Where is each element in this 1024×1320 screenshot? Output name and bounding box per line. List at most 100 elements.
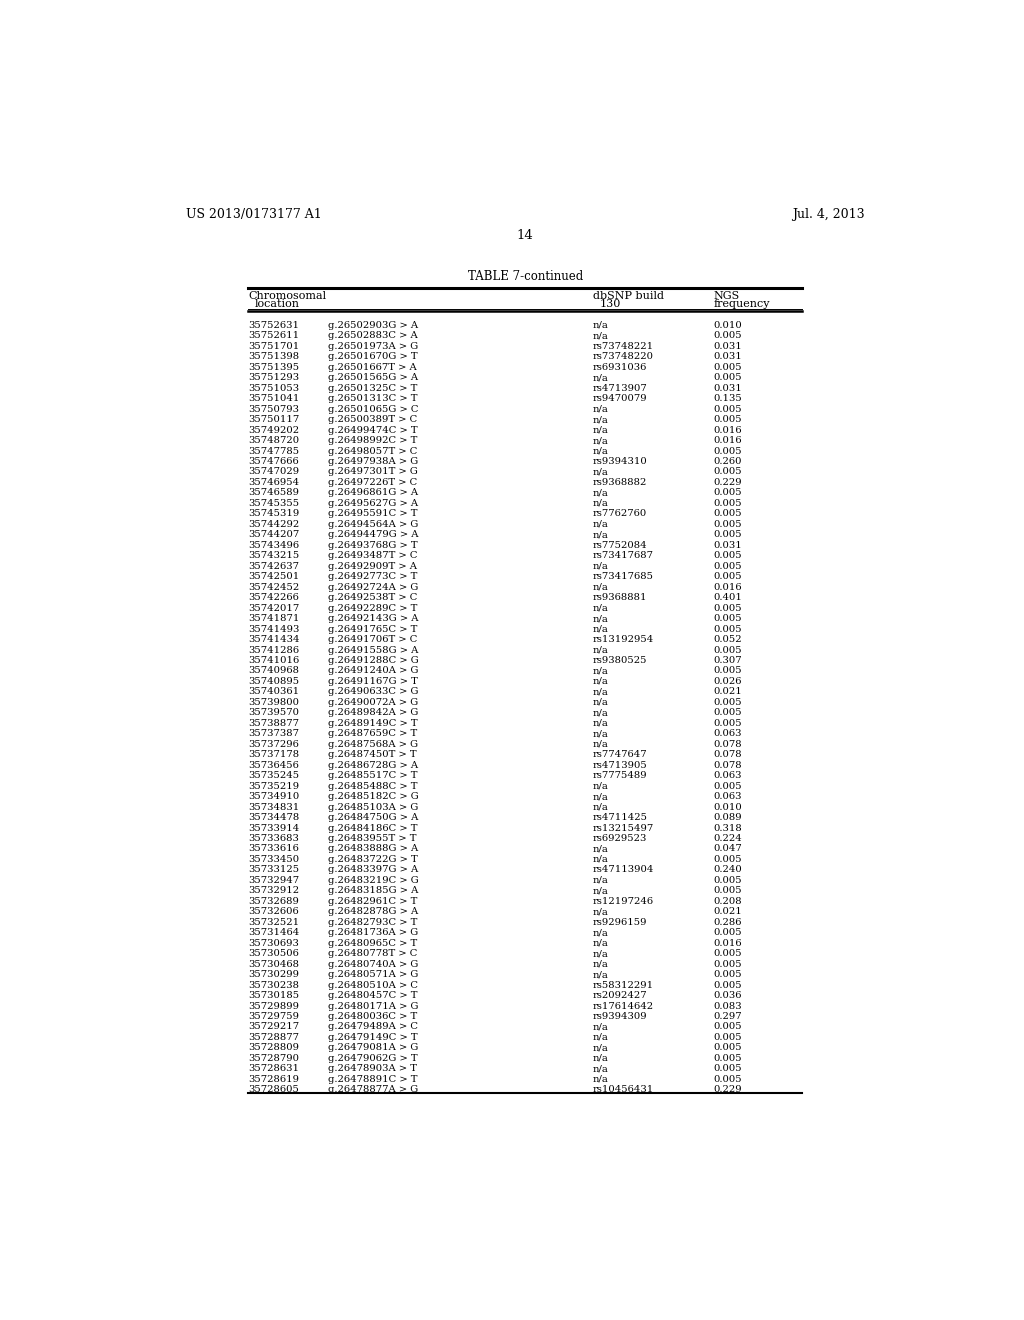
Text: 0.021: 0.021: [713, 688, 741, 697]
Text: 35750117: 35750117: [248, 414, 299, 424]
Text: 35733683: 35733683: [248, 834, 299, 843]
Text: n/a: n/a: [593, 488, 609, 498]
Text: 35745319: 35745319: [248, 510, 299, 519]
Text: g.26491240A > G: g.26491240A > G: [328, 667, 419, 676]
Text: 0.005: 0.005: [713, 1023, 741, 1031]
Text: 35733450: 35733450: [248, 855, 299, 865]
Text: g.26480778T > C: g.26480778T > C: [328, 949, 418, 958]
Text: rs7762760: rs7762760: [593, 510, 647, 519]
Text: n/a: n/a: [593, 907, 609, 916]
Text: g.26479489A > C: g.26479489A > C: [328, 1023, 418, 1031]
Text: 0.005: 0.005: [713, 781, 741, 791]
Text: 0.005: 0.005: [713, 624, 741, 634]
Text: n/a: n/a: [593, 321, 609, 330]
Text: g.26485182C > G: g.26485182C > G: [328, 792, 419, 801]
Text: location: location: [254, 300, 299, 309]
Text: 0.005: 0.005: [713, 876, 741, 884]
Text: 35730299: 35730299: [248, 970, 299, 979]
Text: n/a: n/a: [593, 582, 609, 591]
Text: frequency: frequency: [713, 300, 770, 309]
Text: rs7752084: rs7752084: [593, 541, 647, 550]
Text: g.26502903G > A: g.26502903G > A: [328, 321, 418, 330]
Text: 14: 14: [516, 230, 534, 243]
Text: 0.318: 0.318: [713, 824, 741, 833]
Text: 0.005: 0.005: [713, 614, 741, 623]
Text: g.26480965C > T: g.26480965C > T: [328, 939, 417, 948]
Text: g.26480457C > T: g.26480457C > T: [328, 991, 418, 1001]
Text: g.26495591C > T: g.26495591C > T: [328, 510, 418, 519]
Text: 0.031: 0.031: [713, 384, 741, 393]
Text: n/a: n/a: [593, 677, 609, 686]
Text: rs9394310: rs9394310: [593, 457, 648, 466]
Text: 0.005: 0.005: [713, 709, 741, 717]
Text: n/a: n/a: [593, 614, 609, 623]
Text: 35751398: 35751398: [248, 352, 299, 362]
Text: 0.286: 0.286: [713, 917, 741, 927]
Text: 0.031: 0.031: [713, 342, 741, 351]
Text: n/a: n/a: [593, 531, 609, 540]
Text: 35748720: 35748720: [248, 436, 299, 445]
Text: 35730468: 35730468: [248, 960, 299, 969]
Text: g.26479149C > T: g.26479149C > T: [328, 1034, 418, 1041]
Text: 35751041: 35751041: [248, 395, 299, 403]
Text: 0.005: 0.005: [713, 928, 741, 937]
Text: n/a: n/a: [593, 562, 609, 570]
Text: n/a: n/a: [593, 446, 609, 455]
Text: rs9394309: rs9394309: [593, 1012, 647, 1022]
Text: g.26492773C > T: g.26492773C > T: [328, 572, 418, 581]
Text: 35732912: 35732912: [248, 886, 299, 895]
Text: 35744207: 35744207: [248, 531, 299, 540]
Text: 0.016: 0.016: [713, 425, 741, 434]
Text: 35734831: 35734831: [248, 803, 299, 812]
Text: 0.005: 0.005: [713, 499, 741, 508]
Text: g.26482793C > T: g.26482793C > T: [328, 917, 418, 927]
Text: g.26492538T > C: g.26492538T > C: [328, 593, 418, 602]
Text: 0.005: 0.005: [713, 698, 741, 708]
Text: 0.063: 0.063: [713, 729, 741, 738]
Text: US 2013/0173177 A1: US 2013/0173177 A1: [186, 209, 322, 222]
Text: 35740895: 35740895: [248, 677, 299, 686]
Text: 0.005: 0.005: [713, 1053, 741, 1063]
Text: 0.005: 0.005: [713, 331, 741, 341]
Text: 35752611: 35752611: [248, 331, 299, 341]
Text: rs9380525: rs9380525: [593, 656, 647, 665]
Text: rs7775489: rs7775489: [593, 771, 647, 780]
Text: 130: 130: [599, 300, 621, 309]
Text: n/a: n/a: [593, 645, 609, 655]
Text: 0.005: 0.005: [713, 552, 741, 560]
Text: n/a: n/a: [593, 467, 609, 477]
Text: 35739800: 35739800: [248, 698, 299, 708]
Text: 35728605: 35728605: [248, 1085, 299, 1094]
Text: 0.063: 0.063: [713, 771, 741, 780]
Text: g.26483722G > T: g.26483722G > T: [328, 855, 418, 865]
Text: n/a: n/a: [593, 1043, 609, 1052]
Text: 0.005: 0.005: [713, 414, 741, 424]
Text: 35728619: 35728619: [248, 1074, 299, 1084]
Text: 35740968: 35740968: [248, 667, 299, 676]
Text: g.26478903A > T: g.26478903A > T: [328, 1064, 417, 1073]
Text: 35738877: 35738877: [248, 719, 299, 727]
Text: 0.005: 0.005: [713, 520, 741, 529]
Text: g.26485103A > G: g.26485103A > G: [328, 803, 419, 812]
Text: n/a: n/a: [593, 1074, 609, 1084]
Text: rs13215497: rs13215497: [593, 824, 654, 833]
Text: g.26480510A > C: g.26480510A > C: [328, 981, 418, 990]
Text: g.26497938A > G: g.26497938A > G: [328, 457, 418, 466]
Text: 35742017: 35742017: [248, 603, 299, 612]
Text: g.26494479G > A: g.26494479G > A: [328, 531, 419, 540]
Text: g.26483219C > G: g.26483219C > G: [328, 876, 419, 884]
Text: g.26489842A > G: g.26489842A > G: [328, 709, 419, 717]
Text: g.26498992C > T: g.26498992C > T: [328, 436, 418, 445]
Text: dbSNP build: dbSNP build: [593, 290, 664, 301]
Text: g.26497301T > G: g.26497301T > G: [328, 467, 418, 477]
Text: 0.083: 0.083: [713, 1002, 741, 1011]
Text: 0.005: 0.005: [713, 1034, 741, 1041]
Text: g.26483888G > A: g.26483888G > A: [328, 845, 418, 854]
Text: 0.005: 0.005: [713, 603, 741, 612]
Text: 35747029: 35747029: [248, 467, 299, 477]
Text: 0.260: 0.260: [713, 457, 741, 466]
Text: rs73417687: rs73417687: [593, 552, 654, 560]
Text: rs47113904: rs47113904: [593, 866, 654, 874]
Text: g.26484186C > T: g.26484186C > T: [328, 824, 418, 833]
Text: g.26483955T > T: g.26483955T > T: [328, 834, 417, 843]
